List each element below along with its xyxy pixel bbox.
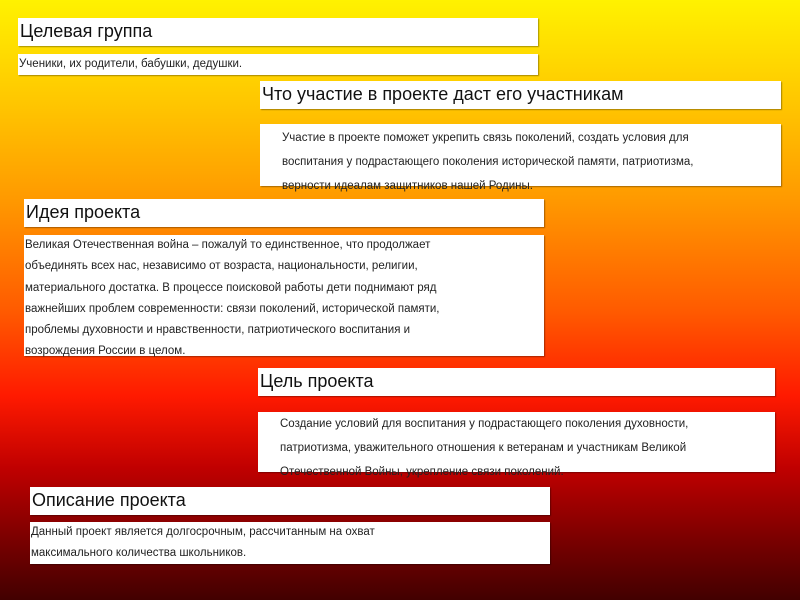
text-line: Создание условий для воспитания у подрас… [280, 418, 689, 430]
project-description-text: Данный проект является долгосрочным, рас… [30, 522, 550, 564]
target-group-heading: Целевая группа [18, 18, 538, 46]
project-description-heading: Описание проекта [30, 487, 550, 515]
text-line: важнейших проблем современности: связи п… [25, 302, 440, 315]
text-line: верности идеалам защитников нашей Родины… [282, 180, 533, 192]
text-line: Участие в проекте поможет укрепить связь… [282, 132, 689, 144]
text-line: объединять всех нас, независимо от возра… [25, 260, 418, 273]
participants-benefit-heading: Что участие в проекте даст его участника… [260, 81, 781, 109]
project-goal-text: Создание условий для воспитания у подрас… [258, 412, 775, 478]
project-goal-heading: Цель проекта [258, 368, 775, 396]
text-line: Отечественной Войны, укрепление связи по… [280, 466, 564, 478]
text-line: патриотизма, уважительного отношения к в… [280, 442, 687, 454]
project-idea-text: Великая Отечественная война – пожалуй то… [24, 235, 544, 357]
text-line: Великая Отечественная война – пожалуй то… [25, 239, 431, 251]
text-line: проблемы духовности и нравственности, па… [25, 324, 411, 337]
target-group-text: Ученики, их родители, бабушки, дедушки. [18, 54, 538, 75]
participants-benefit-text: Участие в проекте поможет укрепить связь… [260, 124, 781, 192]
text-line: Данный проект является долгосрочным, рас… [31, 526, 375, 538]
text-line: материального достатка. В процессе поиск… [25, 281, 437, 294]
project-idea-heading: Идея проекта [24, 199, 544, 227]
text-line: возрождения России в целом. [25, 345, 186, 358]
text-line: максимального количества школьников. [31, 547, 247, 559]
text-line: воспитания у подрастающего поколения ист… [282, 156, 694, 168]
text-line: Ученики, их родители, бабушки, дедушки. [19, 58, 243, 70]
